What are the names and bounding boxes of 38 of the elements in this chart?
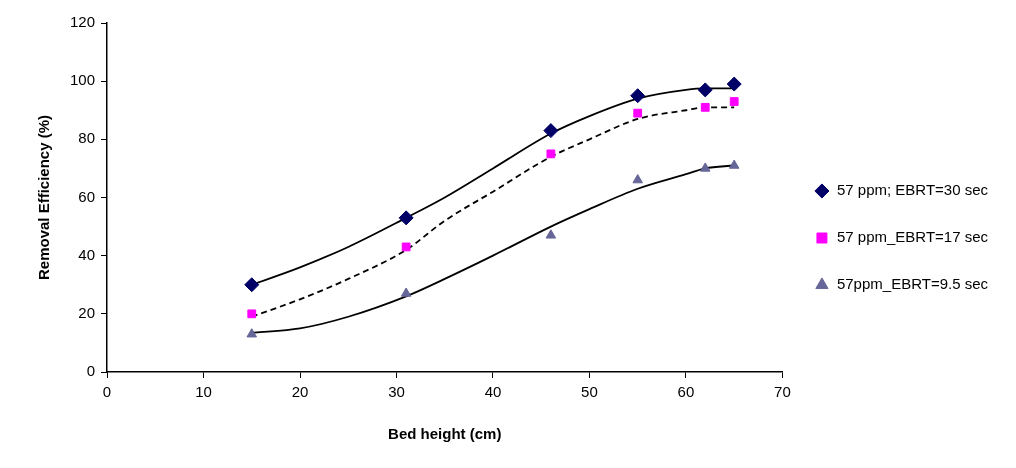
y-tick-label: 60 (78, 187, 96, 205)
x-tick-label: 30 (388, 383, 405, 401)
y-tick-label: 20 (78, 303, 96, 321)
x-tick-label: 70 (774, 383, 791, 401)
point (726, 76, 742, 92)
x-tick-label: 40 (484, 383, 502, 401)
y-tick-label: 80 (78, 129, 96, 147)
x-tick-label: 0 (102, 383, 112, 401)
y-axis-title: Removal Efficiency (%) (35, 114, 53, 281)
point (699, 162, 711, 172)
point (729, 97, 739, 106)
legend-label: 57 ppm; EBRT=30 sec (836, 181, 989, 199)
point (728, 159, 740, 169)
point (630, 88, 646, 104)
y-tick-label: 100 (70, 71, 96, 89)
point (398, 210, 414, 226)
point (244, 277, 260, 293)
point (246, 328, 258, 338)
point (697, 82, 713, 98)
point (633, 108, 643, 118)
legend-label: 57 ppm_EBRT=17 sec (836, 228, 989, 246)
point (632, 174, 643, 184)
point (400, 287, 412, 297)
x-tick-label: 20 (291, 383, 309, 401)
point (700, 102, 710, 112)
legend-label: 57ppm_EBRT=9.5 sec (836, 275, 989, 293)
y-tick-label: 120 (70, 13, 96, 31)
y-tick-label: 40 (78, 245, 96, 263)
y-tick-label: 0 (86, 362, 96, 380)
point (401, 242, 411, 252)
x-tick-label: 50 (581, 383, 598, 401)
x-axis-title: Bed height (cm) (388, 425, 502, 443)
point (546, 149, 556, 159)
point (545, 229, 557, 239)
x-tick-label: 60 (677, 383, 695, 401)
point (543, 123, 559, 139)
x-tick-label: 10 (195, 383, 212, 401)
point (247, 309, 257, 319)
